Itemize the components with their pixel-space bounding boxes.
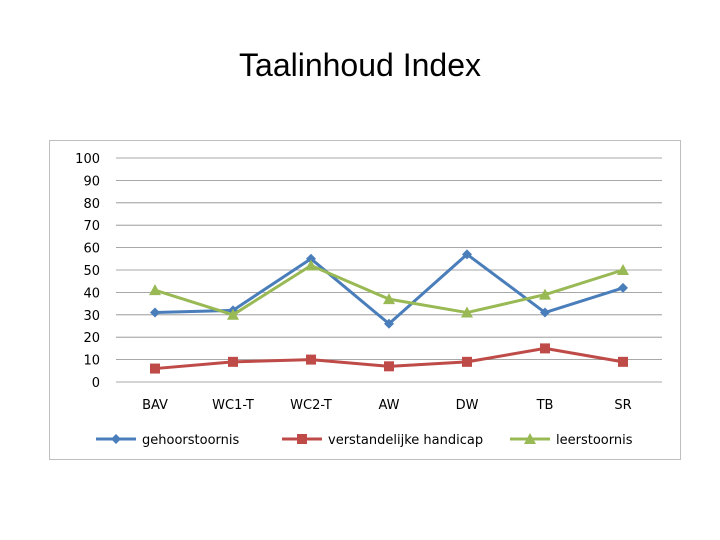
series-3: [149, 259, 629, 320]
y-tick-label: 50: [83, 264, 100, 279]
y-tick-label: 10: [83, 354, 100, 369]
legend-label: leerstoornis: [556, 433, 633, 448]
y-tick-label: 80: [83, 197, 100, 212]
series-lines: [149, 249, 629, 374]
legend-item: verstandelijke handicap: [282, 433, 483, 448]
y-tick-label: 40: [83, 286, 100, 301]
data-point: [462, 249, 472, 260]
x-tick-label: TB: [536, 398, 554, 413]
x-tick-label: DW: [456, 398, 479, 413]
y-axis-tick-labels: 0 10 20 30 40 50 60 70 80 90 100: [75, 152, 100, 391]
data-point: [617, 264, 629, 275]
legend-marker: [111, 434, 121, 444]
data-point: [462, 356, 472, 367]
data-point: [540, 307, 550, 318]
slide-title: Taalinhoud Index: [239, 47, 481, 83]
y-tick-label: 70: [83, 219, 100, 234]
gridlines: [116, 157, 662, 383]
y-tick-label: 0: [92, 376, 100, 391]
data-point: [539, 288, 551, 300]
legend-marker: [297, 434, 307, 444]
data-point: [618, 356, 628, 367]
data-point: [150, 307, 160, 318]
legend-label: gehoorstoornis: [142, 433, 239, 448]
legend-item: leerstoornis: [510, 433, 633, 448]
legend: gehoorstoornis verstandelijke handicap lee…: [96, 433, 633, 448]
y-tick-label: 30: [83, 309, 100, 324]
data-point: [540, 343, 550, 354]
data-point: [305, 259, 317, 271]
data-point: [384, 361, 394, 372]
data-point: [228, 356, 238, 367]
series-1: [150, 249, 628, 329]
chart-frame: 0 10 20 30 40 50 60 70 80 90 100 BAV WC1-T WC2-T AW DW…: [49, 140, 681, 460]
y-tick-label: 90: [83, 174, 100, 189]
data-point: [227, 308, 239, 320]
data-point: [306, 354, 316, 365]
data-point: [150, 363, 160, 374]
data-point: [461, 306, 473, 318]
x-tick-label: BAV: [142, 398, 168, 413]
x-tick-label: WC1-T: [212, 398, 254, 413]
data-point: [383, 293, 395, 305]
data-point: [384, 318, 394, 329]
data-point: [618, 282, 628, 293]
x-tick-label: SR: [614, 398, 631, 413]
x-tick-label: AW: [378, 398, 399, 413]
series-2: [150, 343, 628, 374]
y-tick-label: 100: [75, 152, 100, 167]
legend-label: verstandelijke handicap: [328, 433, 483, 448]
legend-marker: [524, 433, 536, 444]
x-axis-tick-labels: BAV WC1-T WC2-T AW DW TB SR: [142, 398, 632, 413]
x-tick-label: WC2-T: [290, 398, 332, 413]
y-tick-label: 20: [83, 331, 100, 346]
y-tick-label: 60: [83, 242, 100, 257]
series-line: [154, 264, 624, 317]
line-chart: 0 10 20 30 40 50 60 70 80 90 100 BAV WC1-T WC2-T AW DW…: [75, 152, 662, 448]
data-point: [149, 284, 161, 296]
legend-item: gehoorstoornis: [96, 433, 239, 448]
